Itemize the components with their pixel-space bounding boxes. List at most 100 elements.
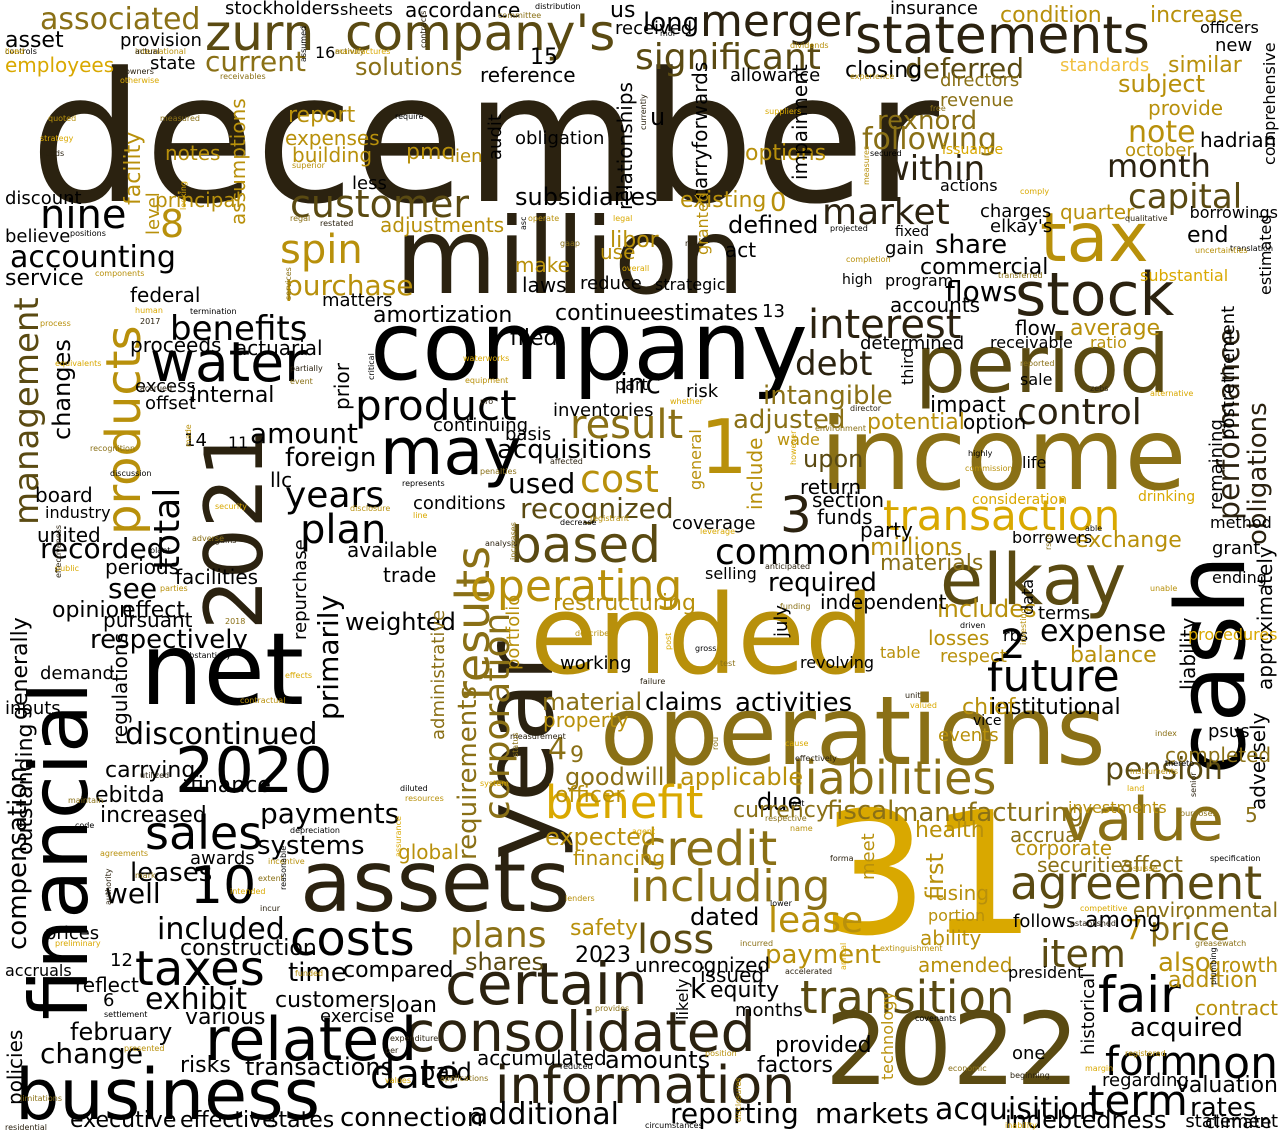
word-small: owners xyxy=(125,67,154,76)
word-directors: directors xyxy=(940,70,1020,91)
word-4: 4 xyxy=(548,732,568,767)
word-conditions: conditions xyxy=(413,493,506,514)
word-reference: reference xyxy=(480,63,576,87)
word-flow: flow xyxy=(1015,316,1057,340)
word-small: lower xyxy=(770,899,792,908)
word-safety: safety xyxy=(570,916,638,941)
word-high: high xyxy=(842,272,873,288)
word-payment: payment xyxy=(765,940,881,970)
word-small: security xyxy=(215,502,247,511)
word-third: third xyxy=(898,347,917,385)
word-small: lived xyxy=(5,47,25,56)
word-borrowings: borrowings xyxy=(1189,203,1278,222)
word-small: dividends xyxy=(790,41,829,50)
word-likely: likely xyxy=(673,978,692,1020)
word-small: assurance xyxy=(394,816,403,857)
word-amortization: amortization xyxy=(373,303,513,328)
word-small: extent xyxy=(258,874,284,883)
word-available: available xyxy=(347,538,438,562)
word-small: greasewatch xyxy=(1195,939,1247,948)
word-small: line xyxy=(413,511,428,520)
word-small: intended xyxy=(230,887,266,896)
word-events: events xyxy=(938,725,999,746)
word-years: years xyxy=(285,475,385,516)
word-small: international xyxy=(135,47,186,56)
word-acquired: acquired xyxy=(1130,1013,1244,1043)
word-rates: rates xyxy=(1190,1093,1257,1123)
word-restructuring: restructuring xyxy=(553,591,696,616)
word-payments: payments xyxy=(260,797,400,830)
word-climate: climate xyxy=(1205,1112,1272,1133)
word-8: 8 xyxy=(160,202,185,246)
word-term: term xyxy=(1088,1076,1188,1125)
word-small: extinguishment xyxy=(880,944,943,953)
word-small: effectiveness xyxy=(54,524,63,578)
word-small: assumed xyxy=(299,25,308,62)
word-small: asc xyxy=(519,216,528,230)
word-commercial: commercial xyxy=(920,255,1049,280)
word-12: 12 xyxy=(110,950,133,971)
word-end: end xyxy=(1187,223,1229,248)
word-11: 11 xyxy=(228,433,249,452)
word-part: part xyxy=(615,375,648,394)
word-growth: growth xyxy=(1208,953,1278,977)
word-3: 3 xyxy=(780,486,812,544)
word-funds: funds xyxy=(817,505,873,529)
word-psus: psus xyxy=(1208,721,1250,742)
word-portion: portion xyxy=(928,906,986,925)
word-primarily: primarily xyxy=(312,594,345,720)
word-allowance: allowance xyxy=(730,65,821,86)
word-small: forma xyxy=(830,854,854,863)
word-small: depreciation xyxy=(290,826,340,835)
word-believe: believe xyxy=(5,226,71,247)
word-5: 5 xyxy=(1245,803,1258,827)
word-small: economic xyxy=(948,1064,987,1073)
word-issued: issued xyxy=(700,963,765,987)
word-october: october xyxy=(1125,140,1194,161)
word-related: related xyxy=(205,1005,418,1075)
word-small: zebs xyxy=(1090,384,1109,393)
word-facility: facility xyxy=(121,131,146,205)
word-small: covenants xyxy=(915,1014,957,1023)
word-reduce: reduce xyxy=(580,273,642,294)
word-includes: includes xyxy=(937,595,1037,623)
word-life: life xyxy=(1022,453,1047,472)
word-small: circumstances xyxy=(645,1121,703,1130)
word-goodwill: goodwill xyxy=(565,763,665,791)
word-plan: plan xyxy=(300,507,387,553)
word-laws: laws xyxy=(522,273,567,297)
word-future: future xyxy=(987,651,1120,702)
word-small: transferred xyxy=(998,271,1043,280)
word-small: gains xyxy=(215,536,237,545)
word-estimates: estimates xyxy=(650,301,759,326)
word-small: regal xyxy=(290,214,311,223)
word-affect: affect xyxy=(1120,853,1183,878)
word-may: may xyxy=(380,415,522,490)
word-pmc: pmc xyxy=(406,140,454,165)
word-exhibit: exhibit xyxy=(145,982,248,1017)
word-applicable: applicable xyxy=(680,763,804,791)
word-deferred: deferred xyxy=(905,52,1024,85)
word-small: free xyxy=(930,104,946,113)
word-well: well xyxy=(105,877,161,910)
word-expected: expected xyxy=(545,823,657,851)
word-small: otherwise xyxy=(120,76,160,85)
word-average: average xyxy=(1070,316,1161,341)
word-remaining: remaining xyxy=(1206,419,1227,510)
word-estimated: estimated xyxy=(1256,214,1275,295)
word-changes: changes xyxy=(48,339,76,440)
word-small: anticipated xyxy=(765,562,811,571)
word-contract: contract xyxy=(1194,996,1278,1020)
word-risk: risk xyxy=(686,381,719,402)
word-small: applications xyxy=(440,1074,489,1083)
word-control: control xyxy=(1017,392,1142,433)
word-acquisitions: acquisitions xyxy=(497,435,652,465)
word-small: instruments xyxy=(1130,767,1179,776)
word-small: margin xyxy=(1085,1064,1114,1073)
word-finance: finance xyxy=(190,773,271,798)
word-operating: operating xyxy=(470,561,683,612)
word-ratio: ratio xyxy=(1090,333,1127,352)
word-period: period xyxy=(915,318,1170,411)
word-unrecognized: unrecognized xyxy=(635,953,771,977)
word-adjusted: adjusted xyxy=(733,405,846,435)
